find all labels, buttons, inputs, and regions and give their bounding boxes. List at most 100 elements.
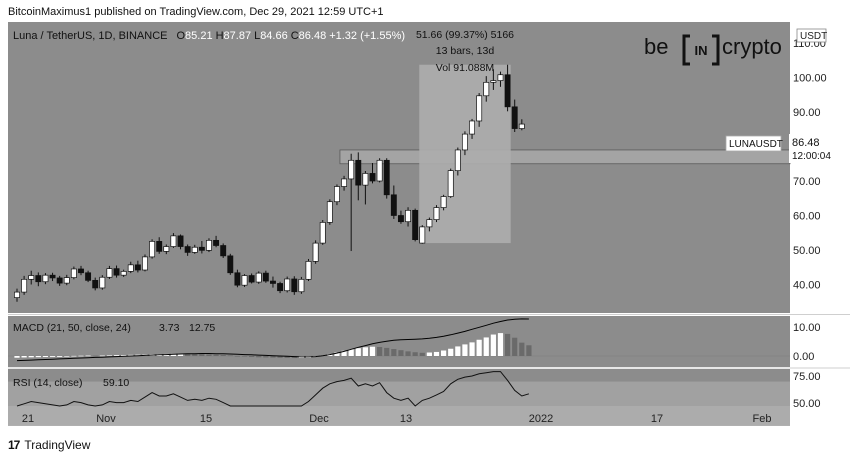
candle <box>198 246 205 251</box>
macd-histogram-bar <box>92 355 98 357</box>
candle <box>490 80 497 83</box>
open-label: O <box>176 30 185 42</box>
macd-label: MACD (21, 50, close, 24) <box>13 322 131 334</box>
macd-pane <box>8 316 790 367</box>
macd-histogram-bar <box>64 356 70 357</box>
macd-histogram-bar <box>263 356 269 358</box>
candle <box>312 242 319 262</box>
macd-histogram-bar <box>405 351 411 356</box>
macd-histogram-bar <box>476 339 482 356</box>
rsi-value: 59.10 <box>103 377 129 389</box>
macd-histogram-bar <box>483 337 489 356</box>
publisher-attribution: BitcoinMaximus1 published on TradingView… <box>8 6 384 18</box>
time-axis-label: 2022 <box>529 413 553 425</box>
change-value: +1.32 (+1.55%) <box>329 30 405 42</box>
candle <box>63 277 70 284</box>
candle <box>191 246 198 253</box>
candle <box>341 178 348 187</box>
tradingview-logo-icon: 17 <box>8 438 20 452</box>
macd-histogram-bar <box>234 356 241 357</box>
macd-histogram-bar <box>398 350 404 356</box>
trading-chart[interactable]: 120.00110.00100.0090.0080.0070.0060.0050… <box>0 20 850 434</box>
tradingview-footer[interactable]: 17 TradingView <box>8 436 90 454</box>
candle <box>518 123 525 129</box>
candle <box>156 241 163 252</box>
candle <box>85 272 92 281</box>
candle <box>234 272 241 286</box>
macd-histogram-bar <box>213 354 219 356</box>
macd-histogram-bar <box>377 347 383 356</box>
candle <box>433 207 440 220</box>
candle <box>426 219 433 228</box>
candle <box>348 159 355 180</box>
candle <box>14 291 20 298</box>
candle <box>497 74 504 81</box>
logo-text-right: crypto <box>722 34 782 59</box>
candle <box>355 159 362 186</box>
candle <box>476 95 483 122</box>
macd-histogram-bar <box>412 352 418 356</box>
candle <box>21 278 28 293</box>
macd-histogram-bar <box>42 356 49 358</box>
price-axis-label: 50.00 <box>793 245 821 257</box>
candle <box>49 274 56 279</box>
candle <box>227 255 234 274</box>
candle <box>28 275 35 280</box>
close-value: 86.48 <box>299 30 327 42</box>
ticker-label: LUNAUSDT <box>729 139 783 150</box>
macd-histogram-bar <box>441 350 447 356</box>
rsi-band <box>8 381 790 426</box>
macd-histogram-bar <box>462 344 468 356</box>
rsi-label: RSI (14, close) <box>13 377 82 389</box>
low-label: L <box>254 30 260 42</box>
macd-histogram-bar <box>526 345 532 356</box>
symbol-title: Luna / TetherUS, 1D, BINANCE <box>13 30 167 42</box>
candle <box>241 275 248 286</box>
macd-line <box>16 318 529 362</box>
candle <box>170 235 177 247</box>
measure-bars-text: 13 bars, 13d <box>436 45 495 57</box>
macd-histogram-bar <box>185 353 191 356</box>
macd-axis-label: 10.00 <box>793 322 821 334</box>
candle <box>397 215 404 223</box>
macd-histogram-bar <box>348 349 354 356</box>
candle <box>120 271 127 276</box>
macd-histogram-bar <box>362 347 368 356</box>
macd-histogram-bar <box>490 334 496 356</box>
last-price-tag <box>789 134 835 163</box>
price-axis-label: 40.00 <box>793 280 821 292</box>
candle <box>220 245 227 257</box>
candle <box>440 196 447 208</box>
candle <box>262 272 269 282</box>
macd-histogram-bar <box>341 350 347 356</box>
candle <box>326 201 333 223</box>
low-value: 84.66 <box>260 30 288 42</box>
macd-histogram-bar <box>227 355 233 357</box>
macd-histogram-bar <box>14 356 20 358</box>
candle <box>334 186 340 203</box>
open-value: 85.21 <box>185 30 213 42</box>
macd-histogram-bar <box>433 351 440 356</box>
currency-label: USDT <box>800 31 827 42</box>
macd-histogram-bar <box>28 356 34 358</box>
time-axis-label: 21 <box>22 413 34 425</box>
macd-histogram-bar <box>177 353 184 356</box>
price-axis-label: 100.00 <box>793 73 827 85</box>
measure-volume-text: Vol 91.088M <box>436 62 494 74</box>
macd-histogram-bar <box>78 355 84 357</box>
high-value: 87.87 <box>224 30 252 42</box>
price-axis-label: 60.00 <box>793 211 821 223</box>
rsi-axis-label: 75.00 <box>793 371 821 383</box>
candle <box>305 261 312 280</box>
macd-histogram-bar <box>220 354 226 356</box>
candle <box>483 81 490 97</box>
macd-histogram-bar <box>170 353 177 356</box>
candle <box>106 268 113 278</box>
candle <box>206 239 212 251</box>
logo-bracket-icon <box>682 34 720 66</box>
macd-histogram-bar <box>391 349 397 356</box>
candle <box>92 280 99 289</box>
measure-change-text: 51.66 (99.37%) 5166 <box>416 29 514 41</box>
macd-histogram-bar <box>128 354 134 356</box>
macd-histogram-bar <box>270 356 276 358</box>
